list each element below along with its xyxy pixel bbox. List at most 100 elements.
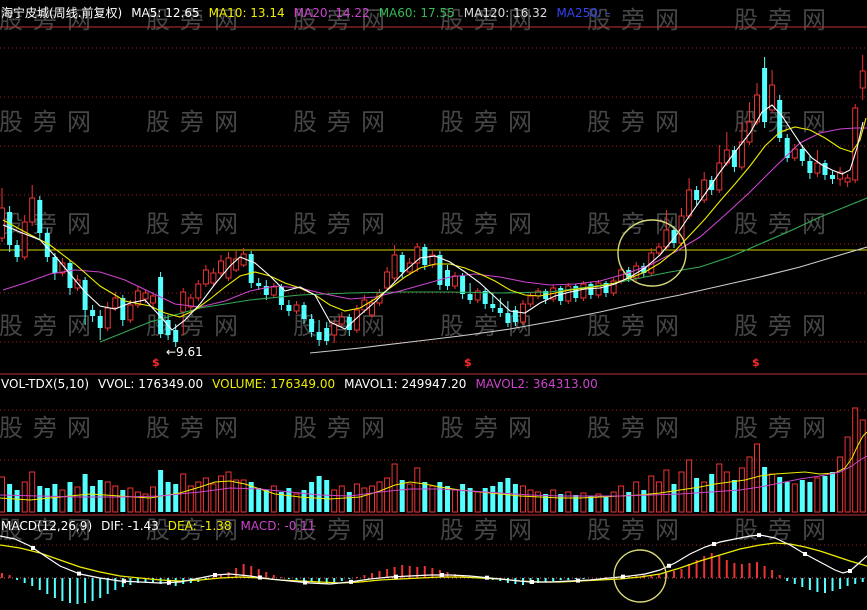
watermark-text: 股旁网 [440, 6, 542, 34]
macd-hist-bar [340, 578, 343, 581]
volume-bar [74, 486, 81, 513]
volume-ma-layer [0, 431, 867, 501]
watermark-text: 股旁网 [440, 414, 542, 442]
volume-bar [0, 476, 5, 513]
candle-body-up [655, 246, 662, 254]
dif-marker [167, 580, 171, 585]
macd-hist-bar [657, 574, 660, 578]
volume-bar [90, 486, 96, 512]
candle-body-down [799, 149, 805, 161]
candle-body-down [641, 266, 647, 273]
volume-bar [21, 481, 28, 513]
macd-hist-bar [552, 578, 555, 581]
candle-body-up [686, 189, 693, 217]
volume-bar [134, 491, 141, 513]
dif-marker [667, 563, 671, 568]
volume-bar [429, 485, 436, 513]
volume-bar [112, 485, 119, 513]
volume-bar [29, 471, 36, 513]
volume-bar [527, 489, 534, 513]
volume-bar [663, 469, 670, 513]
volume-bar [580, 492, 587, 513]
candle-body-down [422, 247, 428, 265]
macd-hist-bar [212, 577, 215, 578]
volume-bar [671, 484, 677, 512]
candle-body-down [82, 280, 88, 310]
volume-bar [844, 436, 851, 513]
candle-body-up [150, 295, 156, 304]
volume-bar [399, 480, 405, 512]
macd-hist-bar [567, 578, 570, 580]
volume-bar [120, 490, 126, 512]
macd-hist-bar [84, 578, 87, 603]
volume-bar [762, 467, 768, 512]
candle-body-down [52, 257, 58, 273]
macd-hist-bar [220, 575, 222, 578]
watermark-text: 股旁网 [440, 210, 542, 238]
candle-body-down [694, 190, 700, 200]
volume-bar [814, 477, 821, 513]
volume-bar [497, 482, 503, 512]
candle-body-up [21, 221, 28, 258]
candle-body-up [142, 292, 149, 300]
candle-body-down [165, 320, 171, 335]
macd-hist-bar [99, 578, 102, 598]
volume-bar [406, 483, 413, 513]
dif-marker [485, 575, 489, 580]
candle-body-up [414, 246, 421, 264]
volume-bar [550, 489, 557, 513]
macd-hist-bar [605, 577, 607, 578]
candle-body-down [278, 287, 284, 305]
candle-body-down [505, 313, 511, 323]
candle-body-down [324, 328, 330, 341]
candle-body-down [671, 230, 677, 243]
watermark-text: 股旁网 [0, 210, 101, 238]
candle-body-down [309, 319, 315, 332]
candle-body-up [595, 282, 602, 296]
indicator-text: MAVOL2: 364313.00 [475, 377, 598, 391]
volume-bar [59, 489, 66, 513]
volume-bar [331, 489, 338, 513]
volume-bar [686, 459, 693, 513]
macd-hist-bar [438, 570, 441, 578]
candle-body-down [316, 332, 322, 340]
volume-bar [286, 488, 292, 512]
candle-body-up [474, 290, 481, 301]
candle-body-down [301, 305, 307, 319]
volume-bar [187, 485, 194, 513]
volume-bar [324, 480, 330, 512]
watermark-text: 股旁网 [587, 108, 689, 136]
macd-hist-bar [824, 578, 826, 593]
volume-bar [195, 481, 202, 513]
candle-body-up [0, 207, 5, 239]
dif-marker [77, 571, 81, 576]
macd-hist-bar [287, 578, 290, 579]
candle-body-up [678, 215, 685, 244]
volume-bar [678, 471, 685, 513]
indicator-text: MACD(12,26,9) [1, 519, 93, 533]
volume-bar [158, 470, 164, 512]
volume-bar [376, 481, 383, 513]
candle-body-up [580, 283, 587, 299]
candle-body-down [437, 255, 443, 285]
watermark-text: 股旁网 [146, 210, 248, 238]
macd-hist-bar [250, 566, 253, 578]
gridline-layer [0, 26, 867, 579]
volume-bar [603, 497, 609, 512]
candle-body-down [784, 138, 790, 158]
volume-bar [173, 484, 179, 512]
volume-bar [452, 489, 458, 513]
macd-hist-bar [76, 578, 79, 604]
dif-marker [621, 574, 625, 579]
macd-hist-bar [23, 578, 26, 583]
candle-body-up [270, 286, 277, 296]
volume-bar [460, 484, 466, 512]
volume-bar [445, 486, 450, 512]
candle-body-down [256, 283, 262, 286]
volume-bar [474, 491, 481, 513]
dif-marker [258, 575, 262, 580]
macd-hist-bar [257, 569, 260, 578]
candle-body-down [14, 245, 20, 257]
candle-body-down [44, 233, 50, 257]
